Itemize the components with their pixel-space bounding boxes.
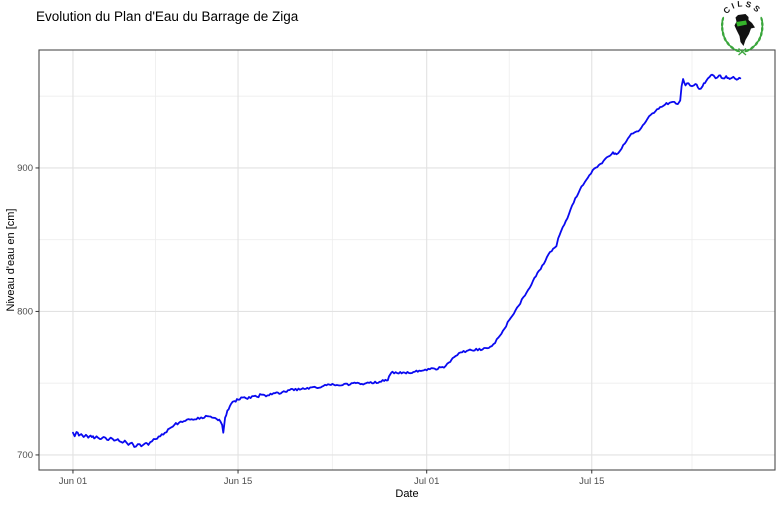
africa-icon [734,14,755,46]
cilss-logo: CILSS [720,0,765,56]
x-tick-label: Jun 01 [59,476,88,487]
x-axis-tick-labels: Jun 01 Jun 15 Jul 01 Jul 15 [59,476,605,487]
cilss-letters: CILSS [722,0,764,16]
y-axis-title: Niveau d'eau en [cm] [5,209,17,312]
y-tick-label: 800 [17,307,33,318]
x-axis-title: Date [395,488,418,500]
x-tick-label: Jul 01 [414,476,439,487]
minor-gridlines [39,50,775,470]
y-tick-label: 700 [17,450,33,461]
crossed-stems [738,48,747,56]
y-tick-label: 900 [17,163,33,174]
x-tick-label: Jul 15 [579,476,604,487]
chart-title: Evolution du Plan d'Eau du Barrage de Zi… [36,9,299,24]
y-axis-tick-labels: 700 800 900 [17,163,33,461]
sahel-highlight [736,20,747,27]
plot-panel-border [38,49,776,471]
axis-tick-marks [35,167,593,474]
x-tick-label: Jun 15 [224,476,253,487]
laurel-wreath-icon [720,15,765,56]
major-gridlines [39,50,775,470]
water-level-line-series [72,73,742,448]
